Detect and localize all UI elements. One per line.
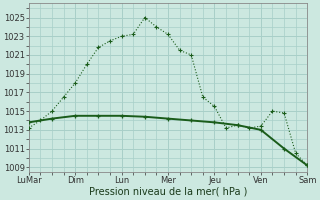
X-axis label: Pression niveau de la mer( hPa ): Pression niveau de la mer( hPa ) xyxy=(89,187,247,197)
